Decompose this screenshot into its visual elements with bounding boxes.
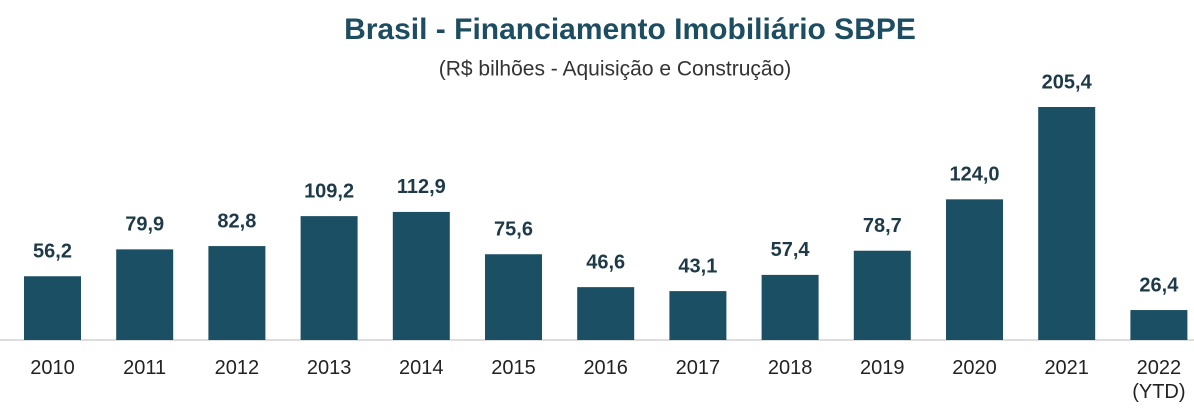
bar (669, 291, 727, 340)
value-label: 43,1 (678, 255, 717, 277)
value-label: 112,9 (397, 176, 446, 198)
x-tick-label: 2011 (123, 357, 167, 379)
value-label: 109,2 (304, 180, 354, 202)
chart-subtitle: (R$ bilhões - Aquisição e Construção) (439, 58, 792, 81)
value-label: 46,6 (586, 251, 625, 273)
x-tick-label: 2014 (399, 357, 444, 379)
value-label: 26,4 (1139, 274, 1179, 296)
value-label: 57,4 (771, 239, 811, 261)
x-tick-label: 2020 (952, 357, 997, 379)
bar (1130, 310, 1188, 340)
bar (24, 276, 81, 340)
chart-title: Brasil - Financiamento Imobiliário SBPE (344, 13, 916, 46)
bar (392, 211, 450, 340)
value-label: 79,9 (125, 214, 164, 236)
bar (485, 254, 542, 340)
x-tick-label: 2015 (491, 357, 536, 379)
bar (946, 199, 1003, 340)
value-label: 56,2 (33, 241, 72, 263)
x-tick-label: 2018 (767, 357, 813, 379)
value-label: 82,8 (217, 210, 256, 232)
bar (761, 274, 819, 340)
bar (853, 250, 911, 340)
x-tick-label: 2021 (1044, 357, 1089, 379)
x-tick-label: 2010 (30, 357, 75, 379)
x-tick-label: 2022 (YTD) (1132, 357, 1186, 403)
value-label: 124,0 (949, 164, 999, 186)
value-label: 205,4 (1042, 71, 1093, 93)
x-tick-label: 2017 (675, 357, 721, 379)
bar (577, 287, 635, 340)
bar (1038, 107, 1096, 340)
x-tick-label: 2019 (860, 357, 905, 379)
value-label: 78,7 (863, 215, 902, 237)
value-label: 75,6 (494, 219, 533, 241)
x-tick-label: 2012 (214, 357, 260, 379)
bar (116, 249, 174, 340)
x-tick-label: 2016 (583, 357, 628, 379)
bar (208, 246, 266, 340)
bar (300, 216, 358, 340)
x-tick-label: 2013 (306, 357, 352, 379)
